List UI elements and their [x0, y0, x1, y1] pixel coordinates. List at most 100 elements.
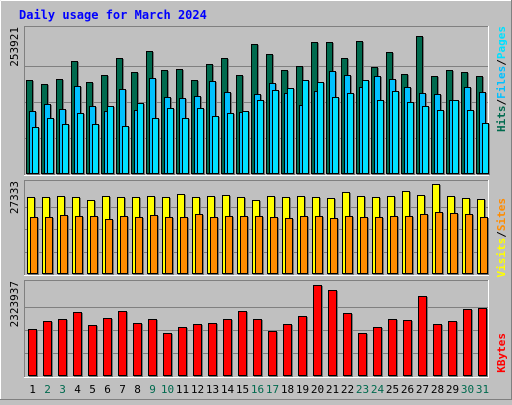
bar-sites-day-29: [450, 213, 458, 274]
bar-kbytes-day-20: [313, 285, 322, 376]
x-tick-label-12: 12: [191, 383, 204, 396]
panel-kbytes: 2323937 KBytes: [8, 280, 508, 378]
bar-sites-day-5: [90, 216, 98, 274]
bar-sites-day-20: [315, 216, 323, 274]
series-legend: KBytes: [495, 333, 508, 373]
bars-visits-sites: [27, 184, 489, 275]
bar-kbytes-day-30: [463, 309, 472, 376]
x-tick-label-8: 8: [134, 383, 141, 396]
bar-kbytes-day-28: [433, 324, 442, 376]
bar-pages-day-22: [347, 93, 354, 174]
bar-sites-day-31: [480, 217, 488, 274]
x-tick-label-22: 22: [341, 383, 354, 396]
series-legend: Visits/Sites: [495, 198, 508, 278]
bar-kbytes-day-17: [268, 331, 277, 376]
bar-pages-day-1: [32, 127, 39, 174]
bar-sites-day-8: [135, 217, 143, 274]
bar-kbytes-day-5: [88, 325, 97, 376]
bar-pages-day-12: [197, 108, 204, 174]
bar-pages-day-14: [227, 113, 234, 174]
x-tick-label-11: 11: [176, 383, 189, 396]
bar-pages-day-7: [122, 126, 129, 174]
bar-sites-day-25: [390, 216, 398, 274]
x-tick-label-7: 7: [119, 383, 126, 396]
x-tick-label-26: 26: [401, 383, 414, 396]
x-tick-label-30: 30: [461, 383, 474, 396]
x-tick-label-2: 2: [44, 383, 51, 396]
x-tick-label-5: 5: [89, 383, 96, 396]
bar-kbytes-day-25: [388, 319, 397, 376]
bar-pages-day-2: [47, 118, 54, 174]
bar-sites-day-17: [270, 217, 278, 274]
bar-sites-day-19: [300, 216, 308, 274]
bar-pages-day-17: [272, 90, 279, 174]
bar-pages-day-26: [407, 102, 414, 174]
x-tick-label-21: 21: [326, 383, 339, 396]
bar-kbytes-day-3: [58, 319, 67, 376]
bar-sites-day-26: [405, 216, 413, 274]
legend-kbytes: KBytes: [495, 333, 508, 373]
bar-kbytes-day-11: [178, 327, 187, 376]
y-max-label: 253921: [8, 27, 21, 67]
bar-kbytes-day-27: [418, 296, 427, 376]
bar-pages-day-28: [437, 110, 444, 174]
x-tick-label-31: 31: [476, 383, 489, 396]
bar-sites-day-10: [165, 217, 173, 274]
bar-pages-day-5: [92, 124, 99, 174]
x-tick-label-18: 18: [281, 383, 294, 396]
bar-pages-day-19: [302, 80, 309, 174]
legend-separator: /: [495, 99, 508, 106]
bar-kbytes-day-23: [358, 333, 367, 376]
bar-sites-day-16: [255, 216, 263, 274]
bar-pages-day-13: [212, 116, 219, 174]
bar-sites-day-22: [345, 216, 353, 274]
x-tick-label-17: 17: [266, 383, 279, 396]
x-tick-label-6: 6: [104, 383, 111, 396]
bar-sites-day-6: [105, 219, 113, 274]
bar-sites-day-14: [225, 216, 233, 274]
legend-pages: Pages: [495, 26, 508, 59]
bar-pages-day-4: [77, 113, 84, 174]
x-tick-label-1: 1: [29, 383, 36, 396]
bar-kbytes-day-12: [193, 324, 202, 376]
bar-sites-day-21: [330, 218, 338, 274]
x-tick-label-15: 15: [236, 383, 249, 396]
x-tick-label-4: 4: [74, 383, 81, 396]
bar-kbytes-day-14: [223, 319, 232, 376]
y-max-label: 2323937: [8, 281, 21, 327]
y-max-label: 27333: [8, 181, 21, 214]
x-tick-label-27: 27: [416, 383, 429, 396]
bar-sites-day-7: [120, 216, 128, 274]
bar-pages-day-9: [152, 118, 159, 174]
x-tick-label-24: 24: [371, 383, 385, 396]
bar-kbytes-day-2: [43, 321, 52, 376]
bar-pages-day-24: [377, 100, 384, 174]
bar-sites-day-4: [75, 216, 83, 274]
bar-pages-day-23: [362, 80, 369, 174]
x-tick-label-20: 20: [311, 383, 324, 396]
bar-pages-day-18: [287, 88, 294, 174]
x-tick-label-14: 14: [221, 383, 235, 396]
bar-pages-day-21: [332, 97, 339, 174]
bar-kbytes-day-29: [448, 321, 457, 376]
x-tick-label-28: 28: [431, 383, 444, 396]
x-tick-label-9: 9: [149, 383, 156, 396]
x-tick-label-25: 25: [386, 383, 399, 396]
bar-kbytes-day-4: [73, 312, 82, 376]
bar-kbytes-day-24: [373, 327, 382, 376]
x-tick-labels: 1 2 3 4 5 6 7 8 9 10 11 12 13 14 15 16 17 18 19 20 21 22 23 24 2…: [29, 383, 489, 396]
bar-sites-day-11: [180, 217, 188, 274]
bar-kbytes-day-9: [148, 319, 157, 376]
legend-visits: Visits: [495, 238, 508, 278]
bar-kbytes-day-21: [328, 290, 337, 376]
bar-pages-day-30: [467, 110, 474, 174]
bar-pages-day-11: [182, 118, 189, 174]
bar-kbytes-day-13: [208, 323, 217, 376]
bar-sites-day-9: [150, 215, 158, 274]
bar-sites-day-28: [435, 212, 443, 274]
bar-pages-day-29: [452, 100, 459, 174]
bar-sites-day-15: [240, 216, 248, 274]
